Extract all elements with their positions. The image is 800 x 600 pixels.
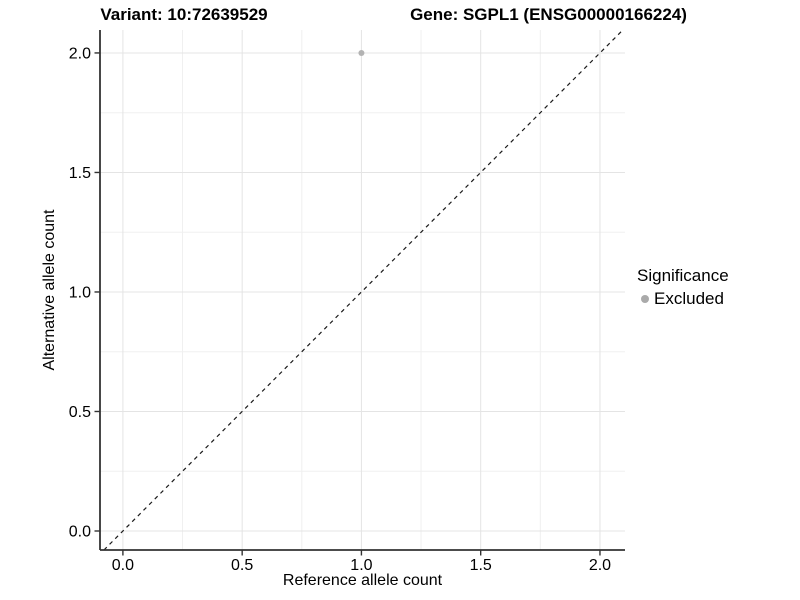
y-tick-label: 0.5 bbox=[69, 404, 91, 421]
x-tick-label: 2.0 bbox=[589, 557, 611, 574]
legend-item-excluded: Excluded bbox=[637, 289, 729, 309]
y-tick-label: 2.0 bbox=[69, 45, 91, 62]
x-tick-label: 0.5 bbox=[231, 557, 253, 574]
legend: Significance Excluded bbox=[637, 266, 729, 309]
identity-dashed-line bbox=[103, 29, 624, 551]
x-tick-label: 1.0 bbox=[350, 557, 372, 574]
x-tick-label: 1.5 bbox=[470, 557, 492, 574]
y-axis-title: Alternative allele count bbox=[41, 209, 58, 371]
y-tick-label: 1.0 bbox=[69, 284, 91, 301]
data-point bbox=[358, 49, 365, 56]
x-axis-title: Reference allele count bbox=[282, 572, 443, 589]
x-tick-label: 0.0 bbox=[112, 557, 134, 574]
plot-title-variant: Variant: 10:72639529 bbox=[100, 5, 268, 24]
plot-title-gene: Gene: SGPL1 (ENSG00000166224) bbox=[410, 5, 687, 24]
legend-item-label: Excluded bbox=[654, 289, 724, 308]
legend-title: Significance bbox=[637, 266, 729, 285]
y-tick-label: 0.0 bbox=[69, 523, 91, 540]
excluded-point-icon bbox=[641, 295, 649, 303]
y-tick-label: 1.5 bbox=[69, 165, 91, 182]
